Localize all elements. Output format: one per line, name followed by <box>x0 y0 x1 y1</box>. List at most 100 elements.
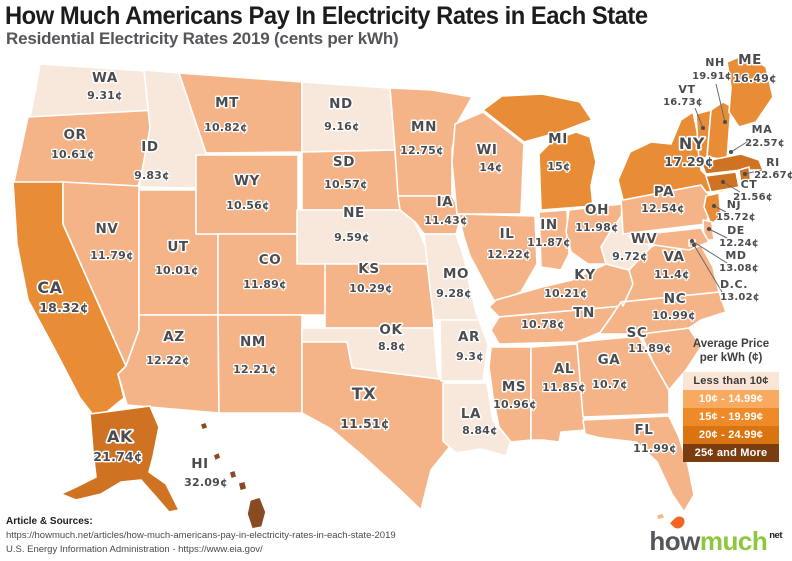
state-tn-value: 10.78¢ <box>521 318 565 331</box>
state-or-label: OR <box>63 127 86 143</box>
state-mt-value: 10.82¢ <box>204 121 248 134</box>
state-nc-shape <box>598 291 727 335</box>
label-leader-line <box>693 244 723 293</box>
state-ut-label: UT <box>167 239 189 255</box>
state-wv-value: 9.72¢ <box>612 250 648 263</box>
state-ma-label: MA <box>752 123 773 136</box>
state-mn-value: 12.75¢ <box>400 144 444 157</box>
legend-band-10-14: 10¢ - 14.99¢ <box>683 389 779 408</box>
state-al-label: AL <box>554 361 574 377</box>
state-ca-label: CA <box>37 278 62 297</box>
label-leader-line <box>744 169 763 175</box>
label-leader-line <box>730 139 751 153</box>
state-ks-label: KS <box>358 261 379 277</box>
state-de-label: DE <box>727 224 745 237</box>
state-nh-shape <box>706 101 732 161</box>
state-ak-value: 21.74¢ <box>93 449 142 464</box>
state-wa-value: 9.31¢ <box>87 89 123 102</box>
state-nv-label: NV <box>96 221 119 237</box>
state-de-value: 12.24¢ <box>719 238 759 249</box>
state-nh-label: NH <box>705 56 725 69</box>
legend-band-20-24: 20¢ - 24.99¢ <box>683 425 779 444</box>
state-va-label: VA <box>663 249 684 265</box>
state-ca-value: 18.32¢ <box>39 300 88 315</box>
label-leader-dot <box>721 180 725 184</box>
state-ne-label: NE <box>343 205 365 221</box>
state-id-label: ID <box>141 139 158 155</box>
state-hi-shape <box>228 469 238 480</box>
sources-footer: Article & Sources: https://howmuch.net/a… <box>6 515 396 556</box>
state-wa-label: WA <box>92 70 118 86</box>
state-pa-label: PA <box>654 184 674 200</box>
state-mi-value: 15¢ <box>547 160 571 173</box>
state-fl-value: 11.99¢ <box>633 442 677 455</box>
state-co-label: CO <box>259 252 282 268</box>
state-ny-label: NY <box>679 134 705 153</box>
sources-heading: Article & Sources: <box>6 516 93 528</box>
state-oh-value: 11.98¢ <box>575 221 619 234</box>
legend-band-under-10: Less than 10¢ <box>683 371 779 390</box>
state-or-value: 10.61¢ <box>51 148 95 161</box>
map-leader-lines <box>690 83 763 293</box>
state-hi-shape <box>199 421 209 431</box>
state-fl-shape <box>655 512 666 521</box>
state-in-value: 11.87¢ <box>527 236 571 249</box>
state-hi-shape <box>246 496 267 530</box>
state-ne-value: 9.59¢ <box>334 231 370 244</box>
state-ga-value: 10.7¢ <box>592 378 628 391</box>
state-vt-value: 16.73¢ <box>663 97 703 108</box>
state-ky-value: 10.21¢ <box>544 287 588 300</box>
state-ct-label: CT <box>741 178 758 191</box>
label-leader-dot <box>690 239 694 243</box>
state-ak-label: AK <box>107 427 133 446</box>
state-wi-label: WI <box>476 142 497 158</box>
state-wi-shape <box>451 111 525 215</box>
state-id-value: 9.83¢ <box>134 169 170 182</box>
source-link-eia[interactable]: U.S. Energy Information Administration -… <box>6 543 263 555</box>
label-leader-line <box>713 205 727 213</box>
legend-band-25-plus: 25¢ and More <box>683 443 779 462</box>
state-mo-value: 9.28¢ <box>436 287 472 300</box>
state-me-shape <box>726 53 774 128</box>
label-leader-dot <box>729 150 733 154</box>
state-nv-value: 11.79¢ <box>90 249 134 262</box>
state-il-label: IL <box>500 226 515 242</box>
state-ks-value: 10.29¢ <box>349 282 393 295</box>
state-nj-label: NJ <box>727 198 742 211</box>
legend-band-15-19: 15¢ - 19.99¢ <box>683 407 779 426</box>
state-la-shape <box>442 382 512 457</box>
map-legend: Average Price per kWh (¢) Less than 10¢ … <box>683 338 779 462</box>
state-ms-label: MS <box>502 379 526 395</box>
state-nd-value: 9.16¢ <box>324 120 360 133</box>
state-dc-label: D.C. <box>720 278 748 291</box>
state-nj-shape <box>703 192 722 225</box>
state-tx-label: TX <box>352 384 377 403</box>
label-leader-line <box>715 83 726 123</box>
state-mi-shape <box>482 93 593 143</box>
state-sd-value: 10.57¢ <box>324 178 368 191</box>
state-nc-label: NC <box>664 291 686 307</box>
source-link-article[interactable]: https://howmuch.net/articles/how-much-am… <box>6 530 396 542</box>
state-in-label: IN <box>540 217 558 233</box>
label-leader-line <box>722 181 741 193</box>
state-nm-label: NM <box>240 334 266 350</box>
map-labels-layer: WA 9.31¢ OR 10.61¢ CA 18.32¢ ID 9.83¢ NV 11.79¢ UT… <box>36 51 792 491</box>
state-sc-value: 11.89¢ <box>628 342 672 355</box>
state-pa-value: 12.54¢ <box>641 202 685 215</box>
state-me-label: ME <box>738 52 762 68</box>
label-leader-dot <box>743 172 747 176</box>
state-vt-label: VT <box>678 83 695 96</box>
state-tn-label: TN <box>573 305 595 321</box>
label-leader-line <box>708 228 728 239</box>
label-leader-dot <box>707 227 711 231</box>
state-fl-shape <box>582 415 695 513</box>
state-va-value: 11.4¢ <box>654 268 690 281</box>
state-ri-value: 22.67¢ <box>754 170 792 181</box>
state-in-shape <box>538 209 570 271</box>
state-nc-value: 10.99¢ <box>652 309 696 322</box>
state-wy-label: WY <box>234 173 260 189</box>
state-ma-value: 22.57¢ <box>745 138 785 149</box>
state-ak-shape <box>60 405 180 513</box>
state-ar-shape <box>439 319 489 382</box>
state-md-value: 13.08¢ <box>719 263 759 274</box>
